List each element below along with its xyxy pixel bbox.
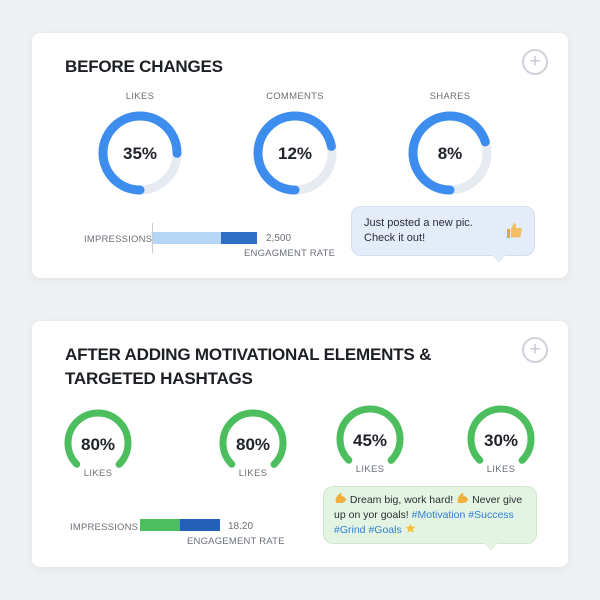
bar-label: IMPRESSIONS	[84, 234, 153, 245]
metric-label: SHARES	[429, 91, 471, 102]
thumbs-up-icon	[504, 220, 524, 242]
metric-label: LIKES	[486, 464, 516, 475]
metric-label: LIKES	[355, 464, 385, 475]
flexed-biceps-icon	[456, 493, 472, 506]
metric-value: 35%	[122, 144, 158, 163]
bar-caption: ENGAGEMENT RATE	[187, 536, 285, 547]
donut-ring	[253, 111, 337, 195]
after-changes-card: AFTER ADDING MOTIVATIONAL ELEMENTS & TAR…	[32, 321, 568, 567]
bar-value: 2,500	[266, 233, 292, 244]
gauge-ring	[336, 405, 404, 473]
card-title-line: TARGETED HASHTAGS	[65, 369, 253, 388]
gauge-ring	[64, 409, 132, 477]
flexed-biceps-icon	[334, 493, 350, 506]
bubble-text: Never give up	[334, 494, 523, 521]
card-title-line: AFTER ADDING MOTIVATIONAL ELEMENTS &	[65, 345, 432, 364]
bar-segment-light	[153, 232, 221, 244]
metric-value: 12%	[277, 144, 313, 163]
donut-ring	[98, 111, 182, 195]
gauge-ring	[219, 409, 287, 477]
metric-likes: 80% LIKES	[62, 407, 134, 487]
metric-likes: 45% LIKES	[334, 403, 406, 483]
bubble-text: on yor goals!	[348, 509, 409, 521]
metric-value: 30%	[483, 431, 519, 450]
gauge-ring	[467, 405, 535, 473]
bar-segment-dark	[220, 232, 257, 244]
plus-circle-icon[interactable]: +	[522, 337, 548, 363]
bubble-text: Dream big, work hard!	[349, 494, 454, 506]
post-bubble: Just posted a new pic. Check it out!	[351, 206, 535, 263]
bubble-line: Check it out!	[364, 232, 426, 244]
metric-label: LIKES	[125, 91, 155, 102]
hashtag[interactable]: #Goals	[368, 524, 402, 536]
metric-shares: SHARES 8%	[406, 91, 494, 201]
metric-value: 80%	[80, 435, 116, 454]
bar-caption: ENGAGMENT RATE	[244, 248, 336, 259]
bar-axis	[152, 223, 153, 253]
before-changes-card: BEFORE CHANGES + LIKES 35% COMMENTS 12% …	[32, 33, 568, 278]
metric-likes: 30% LIKES	[465, 403, 537, 483]
metric-likes: 80% LIKES	[217, 407, 289, 487]
metric-label: LIKES	[83, 468, 113, 479]
metric-comments: COMMENTS 12%	[251, 91, 339, 201]
post-bubble: Dream big, work hard! Never give up on y…	[323, 486, 537, 551]
star-icon	[405, 523, 416, 536]
hashtags[interactable]: #Motivation #Success #Grind	[334, 509, 514, 536]
bar-segment-blue	[180, 519, 220, 531]
bubble-line: Just posted a new pic.	[364, 217, 473, 229]
plus-circle-icon[interactable]: +	[522, 49, 548, 75]
card-title: AFTER ADDING MOTIVATIONAL ELEMENTS & TAR…	[65, 343, 445, 391]
metric-label: COMMENTS	[266, 91, 324, 102]
metric-label: LIKES	[238, 468, 268, 479]
metric-value: 80%	[235, 435, 271, 454]
engagement-bar	[140, 519, 220, 531]
bar-segment-green	[140, 519, 180, 531]
bar-label: IMPRESSIONS	[70, 522, 139, 533]
metric-value: 8%	[437, 144, 463, 163]
engagement-bar	[153, 232, 257, 244]
metric-value: 45%	[352, 431, 388, 450]
card-title: BEFORE CHANGES	[65, 57, 223, 76]
metric-likes: LIKES 35%	[96, 91, 184, 201]
bar-value: 18.20	[228, 521, 254, 532]
donut-ring	[408, 111, 492, 195]
